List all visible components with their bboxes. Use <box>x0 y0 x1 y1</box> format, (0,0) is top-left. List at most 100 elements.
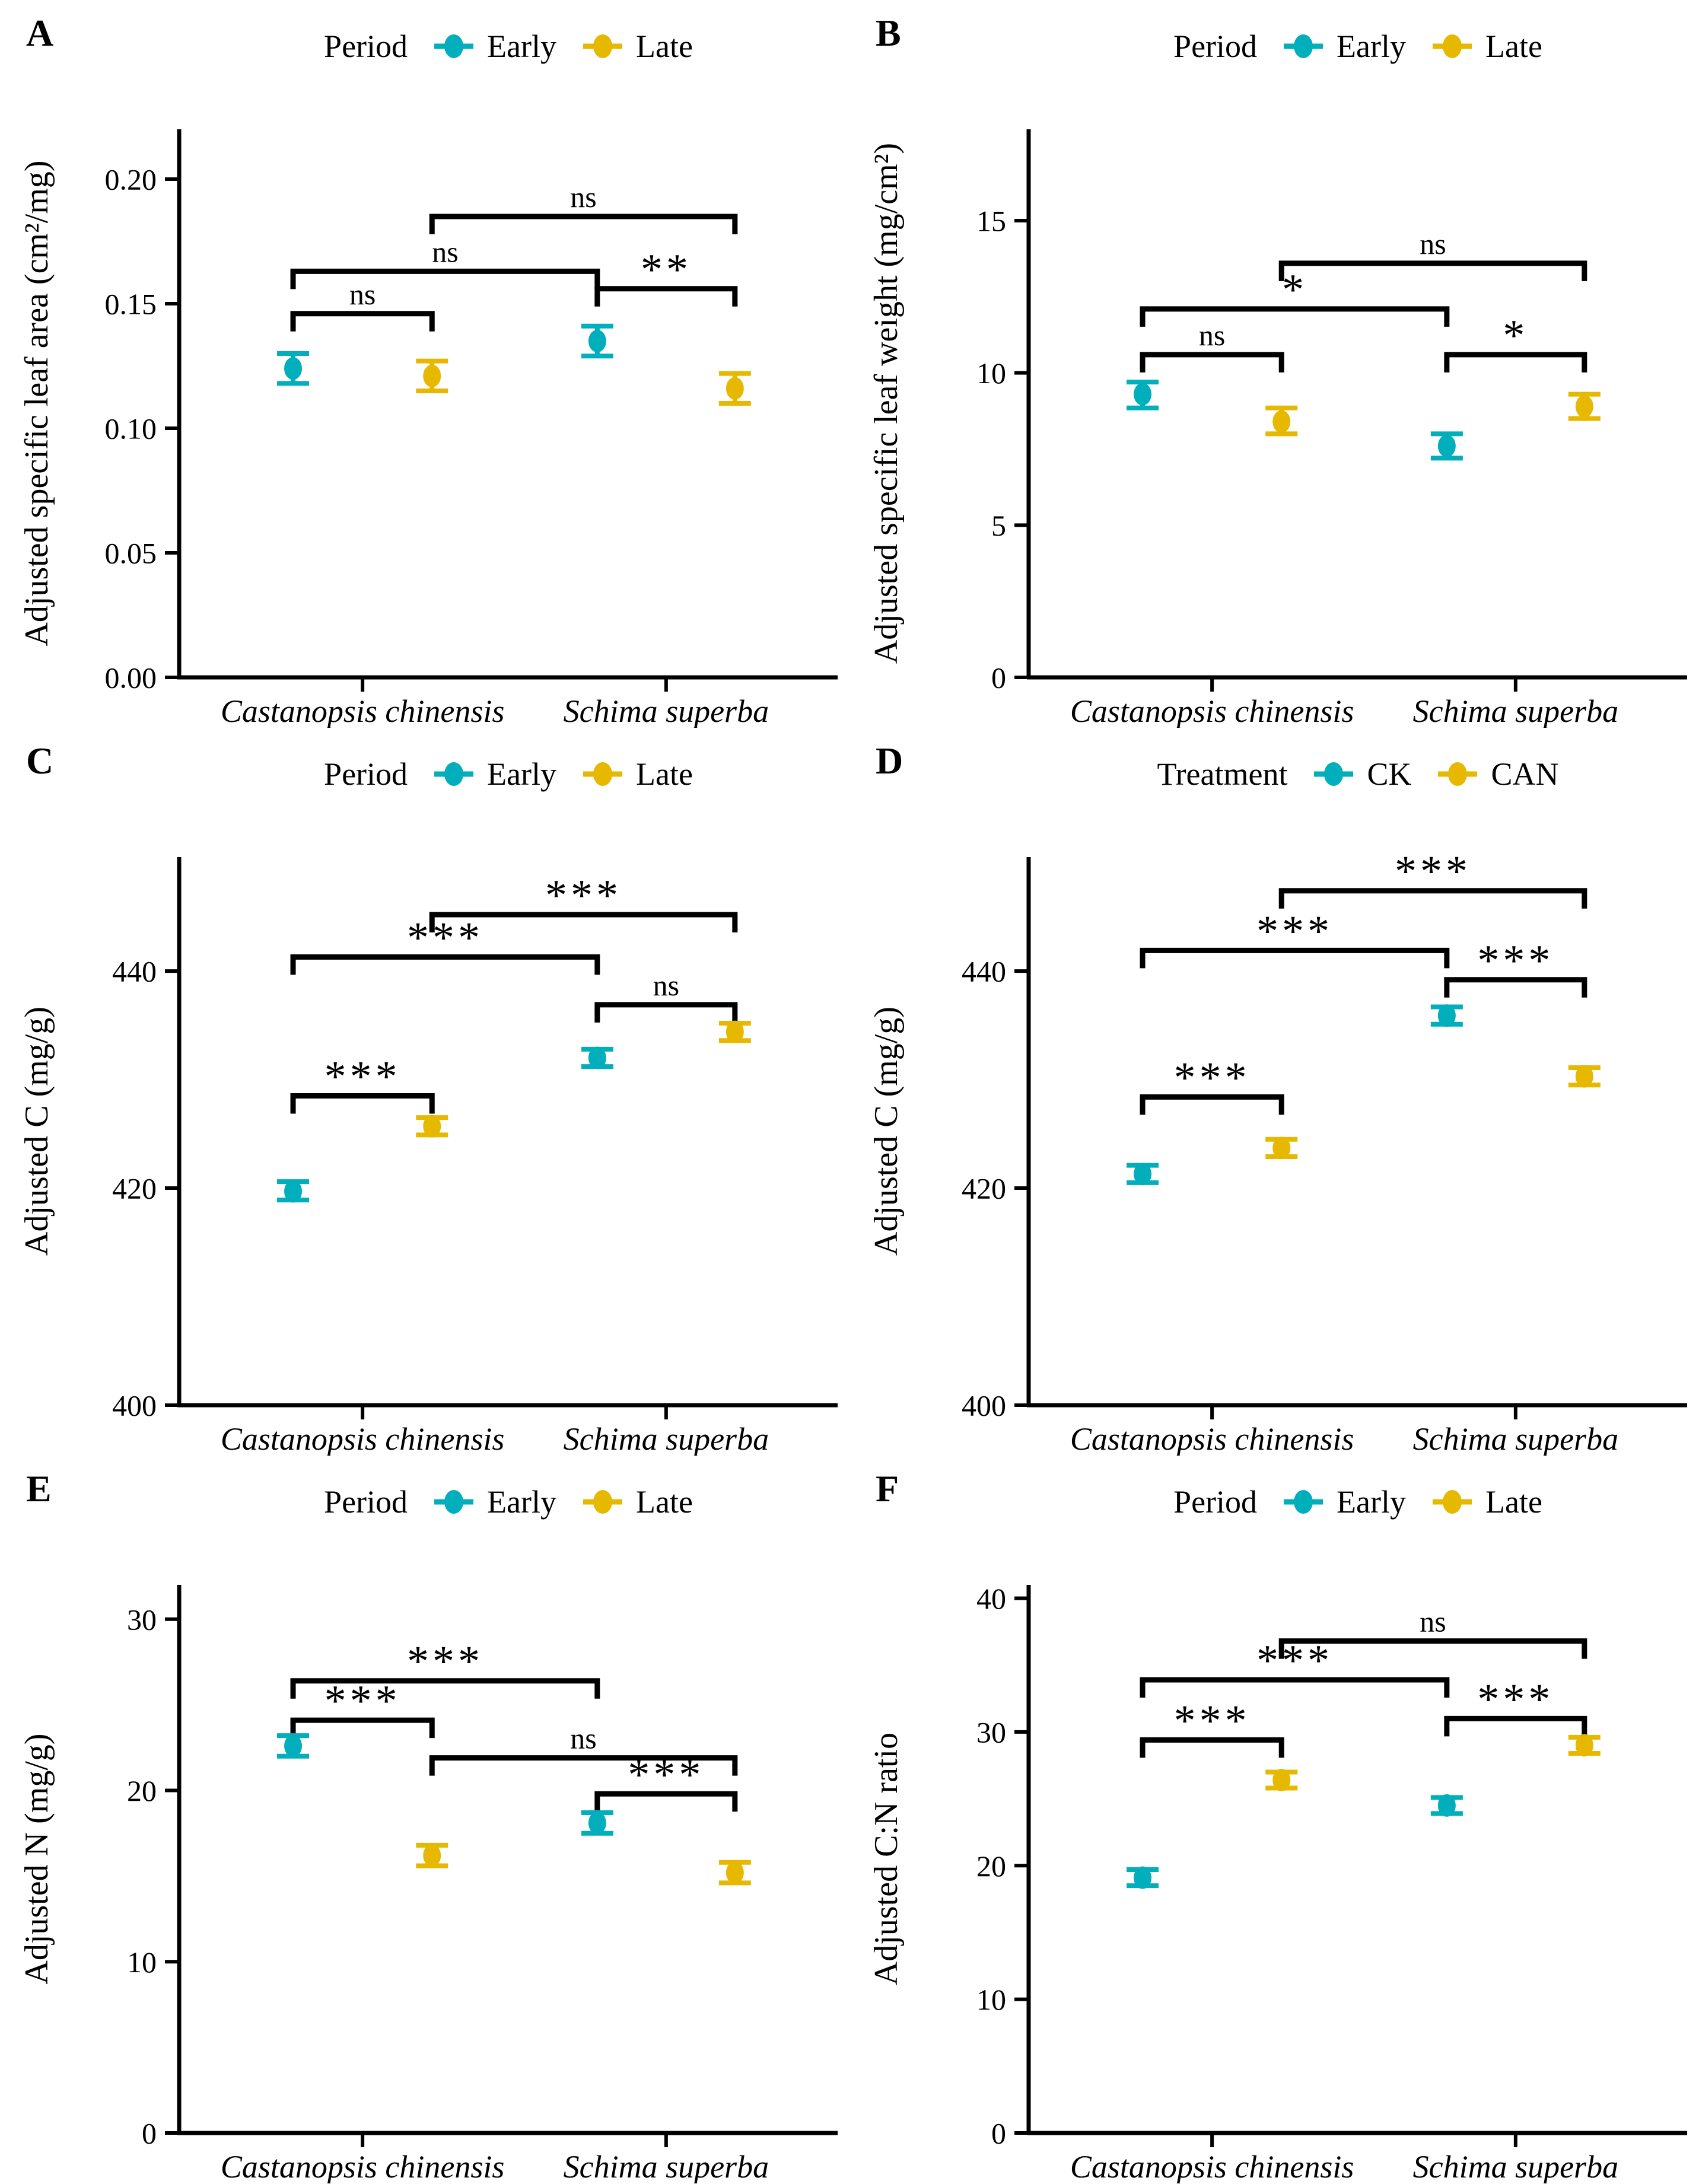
legend-title: Period <box>1173 28 1258 64</box>
data-point <box>1437 434 1456 457</box>
sig-bracket <box>594 1791 738 1812</box>
pointrange-key-icon <box>1433 1490 1472 1514</box>
legend-entry-late: Late <box>1431 28 1542 65</box>
key-dot <box>444 762 464 786</box>
sig-label: ns <box>349 278 376 311</box>
pointrange-late-schima <box>718 371 751 406</box>
legend-entry-can: CAN <box>1436 756 1559 792</box>
panel-label: C <box>26 740 54 782</box>
data-point <box>423 1844 441 1867</box>
pointrange-key-icon <box>583 34 622 58</box>
sig-label: *** <box>545 871 622 920</box>
x-category-label: Schima superba <box>1413 1421 1618 1456</box>
sig-bracket <box>290 268 600 289</box>
sig-bracket <box>1140 1737 1284 1758</box>
sig-label: *** <box>1477 937 1554 985</box>
sig-label: ** <box>641 246 692 294</box>
sig-bracket <box>1444 1715 1587 1737</box>
x-category-label: Schima superba <box>564 2149 769 2183</box>
y-axis-title: Adjusted specific leaf area (cm²/mg) <box>18 160 55 646</box>
x-category-label: Castanopsis chinensis <box>221 1421 505 1456</box>
pointrange-late-castanopsis <box>416 1842 448 1868</box>
pointrange-late-castanopsis <box>1265 405 1298 437</box>
sig-bracket <box>1140 352 1284 373</box>
sig-bracket <box>594 286 738 307</box>
legend-title: Period <box>324 756 408 792</box>
pointrange-key-icon <box>1438 762 1478 786</box>
data-point <box>1575 1734 1593 1757</box>
key-dot <box>1294 1490 1313 1514</box>
x-category-label: Castanopsis chinensis <box>221 2149 505 2183</box>
panel-label: A <box>26 12 54 54</box>
y-axis-title: Adjusted C (mg/g) <box>18 1007 55 1256</box>
pointrange-can-schima <box>1568 1065 1601 1088</box>
sig-label: *** <box>324 1053 401 1101</box>
pointrange-late-schima <box>718 1020 751 1043</box>
sig-bracket <box>1444 352 1587 373</box>
x-category-label: Castanopsis chinensis <box>1070 693 1354 728</box>
y-tick-label: 0.00 <box>105 661 157 695</box>
sig-label: ns <box>1199 319 1225 352</box>
pointrange-can-castanopsis <box>1265 1136 1298 1160</box>
sig-bracket <box>429 1755 738 1776</box>
key-dot <box>1448 762 1468 786</box>
y-tick-label: 400 <box>112 1389 157 1422</box>
sig-label: ns <box>570 1722 596 1755</box>
data-point <box>423 1115 441 1138</box>
data-point <box>1272 1769 1291 1792</box>
legend-entry-early: Early <box>432 28 556 65</box>
x-category-label: Schima superba <box>564 1421 769 1456</box>
sig-bracket <box>1140 947 1450 969</box>
key-dot <box>593 34 612 58</box>
legend-label: Late <box>636 28 693 64</box>
sig-label: *** <box>1395 848 1471 896</box>
sig-bracket <box>429 214 738 234</box>
pointrange-late-castanopsis <box>416 358 448 393</box>
sig-label: *** <box>1256 1637 1333 1685</box>
legend-label: Early <box>487 756 556 792</box>
key-dot <box>593 762 612 786</box>
legend: Period Early Late <box>1029 23 1687 70</box>
y-axis-title: Adjusted C:N ratio <box>868 1733 905 1985</box>
x-category-label: Schima superba <box>1413 2149 1618 2183</box>
sig-bracket <box>290 1093 435 1114</box>
sig-label: ns <box>570 180 596 214</box>
pointrange-early-castanopsis <box>1127 1866 1159 1889</box>
y-tick-label: 0.20 <box>105 163 157 196</box>
legend-label: Late <box>1485 1484 1542 1520</box>
sig-bracket <box>290 1678 600 1699</box>
sig-label: * <box>1503 311 1528 360</box>
panel-b: B Period Early Late 0 5 10 15 Castanopsis chinen… <box>850 0 1699 728</box>
y-tick-label: 420 <box>112 1172 157 1205</box>
sig-bracket <box>1140 1094 1284 1115</box>
data-point <box>284 1734 303 1758</box>
panel-label: F <box>876 1467 899 1510</box>
y-tick-label: 440 <box>962 955 1006 988</box>
y-tick-label: 420 <box>962 1172 1006 1205</box>
legend-entry-late: Late <box>581 1483 693 1520</box>
x-category-label: Castanopsis chinensis <box>221 693 505 728</box>
sig-bracket <box>290 311 435 332</box>
panel-a-plot: 0.00 0.05 0.10 0.15 0.20 Castanopsis chinensi… <box>18 129 838 728</box>
y-tick-label: 15 <box>976 205 1006 238</box>
panel-e: E Period Early Late 0 10 20 30 Castanopsis chine… <box>0 1456 850 2183</box>
sig-bracket <box>1278 260 1587 281</box>
legend-entry-early: Early <box>432 756 556 792</box>
legend-entry-early: Early <box>1282 1483 1406 1520</box>
panel-f: F Period Early Late 0 10 20 30 40 Castanopsis chi… <box>850 1456 1699 2183</box>
data-point <box>1272 410 1291 433</box>
key-dot <box>444 34 464 58</box>
pointrange-early-schima <box>1430 1794 1463 1817</box>
y-tick-label: 40 <box>976 1582 1006 1615</box>
pointrange-ck-schima <box>1430 1004 1463 1027</box>
pointrange-key-icon <box>1314 762 1354 786</box>
legend-label: Early <box>487 28 556 64</box>
pointrange-ck-castanopsis <box>1127 1163 1159 1186</box>
data-point <box>1272 1136 1291 1160</box>
y-tick-label: 0 <box>991 661 1006 695</box>
legend: Period Early Late <box>179 750 838 798</box>
key-dot <box>1324 762 1344 786</box>
pointrange-early-schima <box>581 1810 613 1836</box>
legend-entry-late: Late <box>581 28 693 65</box>
y-tick-label: 5 <box>991 509 1006 542</box>
